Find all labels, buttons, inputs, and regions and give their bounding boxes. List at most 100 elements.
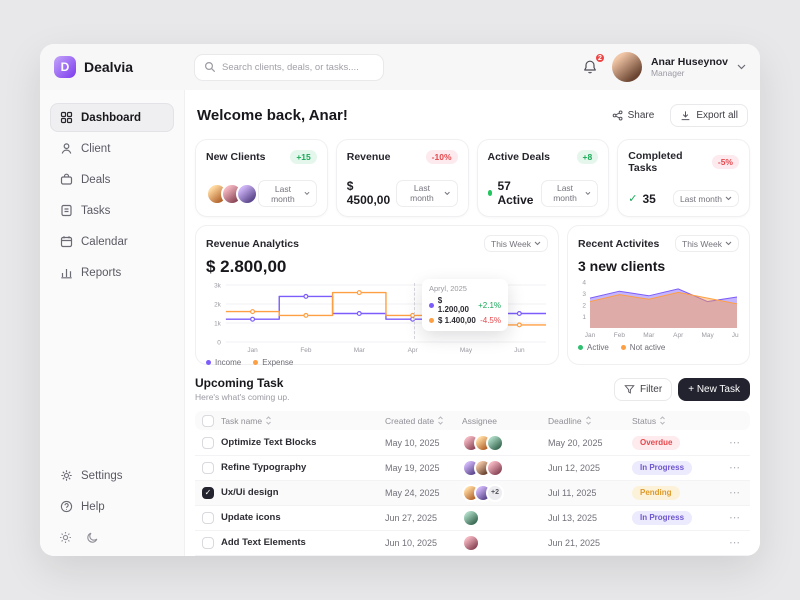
column-assignee[interactable]: Assignee: [462, 415, 497, 426]
light-mode-button[interactable]: [59, 531, 72, 544]
task-deadline: Jul 13, 2025: [548, 512, 598, 523]
share-button[interactable]: Share: [602, 104, 665, 127]
task-name: Refine Typography: [221, 462, 307, 474]
row-checkbox[interactable]: [202, 461, 214, 474]
row-actions-button[interactable]: ⋯: [729, 537, 741, 550]
stat-value: 35: [642, 191, 656, 206]
row-checkbox[interactable]: [202, 511, 214, 524]
row-checkbox[interactable]: [202, 536, 214, 549]
new-task-button[interactable]: + New Task: [678, 377, 750, 401]
chevron-down-icon: [304, 191, 310, 196]
svg-text:1k: 1k: [214, 320, 222, 327]
search-field[interactable]: [222, 61, 374, 73]
select-all-checkbox[interactable]: [202, 414, 214, 427]
column-status[interactable]: Status: [632, 416, 720, 426]
status-badge: Pending: [632, 485, 680, 500]
sort-icon: [585, 416, 591, 425]
user-menu-chevron-icon[interactable]: [737, 64, 746, 70]
task-created: May 24, 2025: [385, 487, 440, 498]
stat-title: Completed Tasks: [628, 150, 683, 174]
calendar-icon: [60, 236, 73, 248]
stat-card-completed-tasks: Completed Tasks -5% ✓ 35 Last month: [617, 139, 750, 217]
table-row[interactable]: Ux/Ui design May 24, 2025 +2 Jul 11, 202…: [195, 480, 750, 506]
sidebar-label: Client: [81, 142, 111, 155]
sidebar-item-calendar[interactable]: Calendar: [50, 227, 174, 256]
filter-button[interactable]: Filter: [613, 377, 673, 401]
status-badge: In Progress: [632, 510, 693, 525]
sidebar-item-reports[interactable]: Reports: [50, 258, 174, 287]
stat-title: Active Deals: [487, 151, 550, 163]
stat-value: 57 Active: [497, 179, 534, 207]
svg-text:Apr: Apr: [408, 347, 419, 354]
column-created-date[interactable]: Created date: [385, 416, 462, 426]
stat-title: New Clients: [206, 151, 266, 163]
table-row[interactable]: Refine Typography May 19, 2025 Jun 12, 2…: [195, 456, 750, 481]
task-deadline: Jun 21, 2025: [548, 537, 601, 548]
column-task-name[interactable]: Task name: [221, 416, 385, 426]
user-avatar[interactable]: [611, 52, 642, 82]
sidebar-item-dashboard[interactable]: Dashboard: [50, 103, 174, 132]
notification-badge: 2: [593, 52, 606, 64]
user-role: Manager: [650, 68, 685, 79]
row-actions-button[interactable]: ⋯: [729, 437, 741, 450]
stat-badge: -10%: [425, 150, 458, 164]
chevron-down-icon: [725, 196, 732, 201]
revenue-total: $ 2.800,00: [206, 257, 287, 276]
sidebar-item-tasks[interactable]: Tasks: [50, 196, 174, 225]
revenue-legend: Income Expense: [206, 358, 548, 367]
filter-icon: [624, 384, 635, 394]
sidebar-item-client[interactable]: Client: [50, 134, 174, 163]
sidebar-item-help[interactable]: Help: [50, 492, 174, 521]
sidebar-item-deals[interactable]: Deals: [50, 165, 174, 194]
tasks-icon: [61, 204, 72, 217]
table-row[interactable]: Optimize Text Blocks May 10, 2025 May 20…: [195, 430, 750, 456]
row-actions-button[interactable]: ⋯: [729, 462, 741, 475]
assignee-avatars: [462, 508, 548, 527]
user-meta: Anar Huseynov Manager: [651, 56, 728, 79]
activities-headline: 3 new clients: [578, 258, 666, 274]
row-checkbox[interactable]: [202, 436, 214, 449]
dark-mode-button[interactable]: [86, 531, 99, 544]
period-select[interactable]: Last month: [258, 180, 317, 207]
user-name: Anar Huseynov: [650, 55, 728, 68]
status-badge: Overdue: [632, 435, 681, 450]
table-row[interactable]: Update icons Jun 27, 2025 Jul 13, 2025 I…: [195, 506, 750, 531]
row-checkbox[interactable]: [202, 486, 214, 499]
activities-legend: Active Not active: [578, 343, 739, 352]
row-actions-button[interactable]: ⋯: [729, 487, 741, 500]
stat-title: Revenue: [346, 151, 391, 163]
gear-icon: [61, 470, 72, 481]
deals-icon: [60, 173, 73, 185]
sidebar-label: Tasks: [81, 204, 111, 217]
search-icon: [204, 61, 216, 73]
sidebar-item-settings[interactable]: Settings: [50, 461, 174, 490]
assignee-avatars: [462, 533, 548, 552]
period-select[interactable]: Last month: [540, 179, 599, 207]
table-row[interactable]: Add Text Elements Jun 10, 2025 Jun 21, 2…: [195, 531, 750, 556]
card-title: Recent Activites: [578, 237, 660, 250]
svg-text:May: May: [460, 347, 473, 354]
search-input[interactable]: [194, 53, 384, 81]
download-icon: [681, 111, 690, 121]
notifications-button[interactable]: 2: [577, 52, 606, 80]
task-created: Jun 27, 2025: [385, 512, 438, 523]
sun-icon: [60, 532, 71, 543]
activities-period-select[interactable]: This Week: [675, 235, 739, 252]
period-select[interactable]: Last month: [672, 190, 739, 207]
expense-dot: [429, 318, 434, 323]
export-all-button[interactable]: Export all: [670, 104, 748, 127]
clients-avatars: [206, 182, 258, 205]
period-select[interactable]: Last month: [395, 179, 458, 207]
svg-text:May: May: [701, 332, 714, 339]
svg-text:Feb: Feb: [300, 347, 312, 354]
dashboard-icon: [60, 111, 73, 124]
column-deadline[interactable]: Deadline: [548, 416, 632, 426]
chart-tooltip: Apryl, 2025 $ 1.200,00 +2.1% $ 1.400,00 -4…: [422, 279, 508, 331]
svg-text:Jun: Jun: [514, 347, 525, 354]
recent-activities-card: Recent Activites This Week 3 new clients…: [567, 225, 750, 365]
sidebar-label: Settings: [81, 469, 123, 482]
top-bar: D Dealvia 2 Anar Huseynov Manager: [40, 44, 760, 90]
revenue-period-select[interactable]: This Week: [484, 235, 548, 252]
check-icon: ✓: [628, 193, 638, 205]
row-actions-button[interactable]: ⋯: [729, 512, 741, 525]
